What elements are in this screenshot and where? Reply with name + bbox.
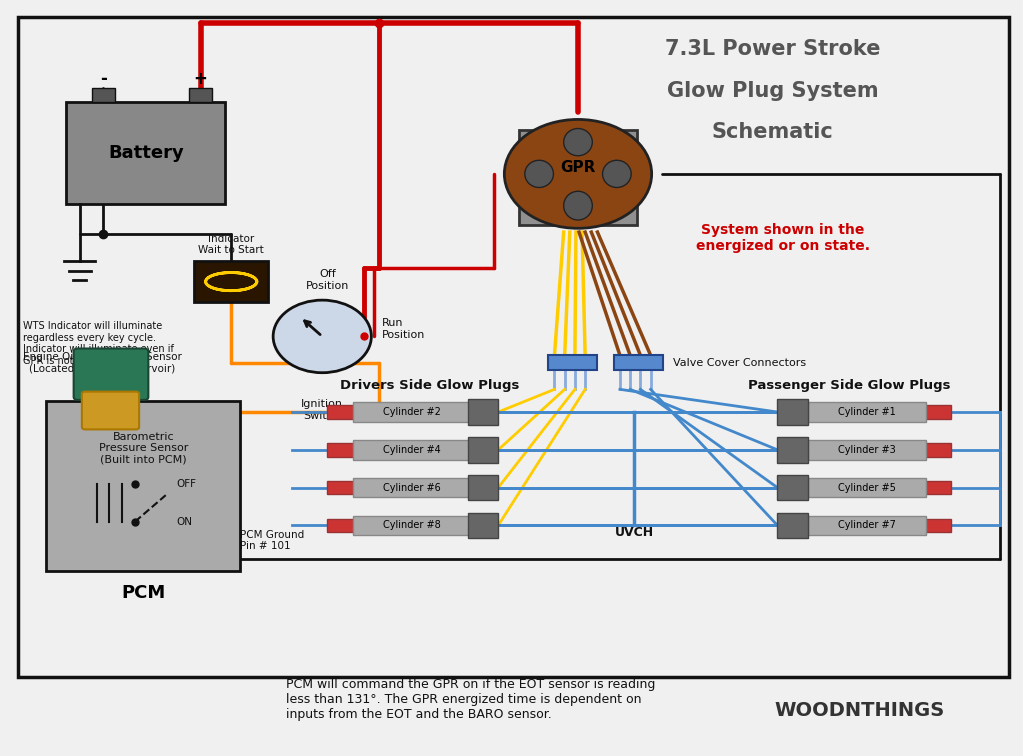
Text: WTS Indicator will illuminate
regardless every key cycle.
Indicator will illumin: WTS Indicator will illuminate regardless… (23, 321, 173, 366)
Bar (353, 402, 471, 422)
Text: Cylinder #2: Cylinder #2 (384, 407, 441, 417)
Ellipse shape (564, 191, 592, 220)
Text: Glow Plug System: Glow Plug System (667, 81, 878, 101)
Bar (353, 478, 471, 497)
Text: Engine Oil Temp. (EOT) Sensor
(Located in HPOP Reservoir): Engine Oil Temp. (EOT) Sensor (Located i… (23, 352, 181, 373)
Bar (66, 102, 225, 204)
Text: GPR: GPR (561, 160, 595, 175)
Text: 7.3L Power Stroke: 7.3L Power Stroke (665, 39, 880, 59)
Text: -: - (100, 70, 106, 88)
Text: Valve Cover Connectors: Valve Cover Connectors (673, 358, 806, 368)
Bar (921, 443, 951, 457)
Text: Schematic: Schematic (711, 122, 834, 142)
Text: PCM Ground
Pin # 101: PCM Ground Pin # 101 (240, 530, 305, 551)
Bar (921, 519, 951, 532)
Text: Cylinder #3: Cylinder #3 (838, 445, 895, 455)
Bar (353, 440, 471, 460)
Bar (468, 399, 498, 425)
Bar (468, 437, 498, 463)
Bar (327, 405, 358, 419)
FancyBboxPatch shape (74, 349, 148, 400)
Circle shape (504, 119, 652, 228)
Text: PCM: PCM (121, 584, 166, 603)
Text: Cylinder #1: Cylinder #1 (838, 407, 895, 417)
Text: Cylinder #8: Cylinder #8 (384, 520, 441, 531)
Text: Wait to Start: Wait to Start (198, 245, 264, 255)
Bar (777, 475, 808, 500)
Text: Cylinder #6: Cylinder #6 (384, 482, 441, 493)
Text: Cylinder #7: Cylinder #7 (838, 520, 895, 531)
Bar (194, 261, 268, 302)
Text: Cylinder #5: Cylinder #5 (838, 482, 895, 493)
Text: Off
Position: Off Position (306, 269, 349, 291)
Text: Cylinder #4: Cylinder #4 (384, 445, 441, 455)
Bar (468, 513, 498, 538)
Bar (46, 401, 240, 571)
Bar (808, 402, 926, 422)
Text: OFF: OFF (176, 479, 196, 489)
Text: Passenger Side Glow Plugs: Passenger Side Glow Plugs (748, 379, 950, 392)
Ellipse shape (564, 129, 592, 156)
Bar (189, 88, 212, 102)
Bar (468, 475, 498, 500)
Bar (614, 355, 663, 370)
Bar (353, 516, 471, 535)
Bar (327, 519, 358, 532)
Bar (327, 481, 358, 494)
Text: Barometric
Pressure Sensor
(Built into PCM): Barometric Pressure Sensor (Built into P… (98, 432, 188, 465)
Text: Drivers Side Glow Plugs: Drivers Side Glow Plugs (340, 379, 520, 392)
Bar (777, 437, 808, 463)
Bar (808, 478, 926, 497)
Bar (92, 88, 115, 102)
Circle shape (273, 300, 371, 373)
Ellipse shape (525, 160, 553, 187)
Text: WOODNTHINGS: WOODNTHINGS (774, 701, 944, 720)
Text: ON: ON (176, 516, 192, 527)
Bar (777, 399, 808, 425)
Text: +: + (193, 70, 208, 88)
Bar (327, 443, 358, 457)
Text: Indicator: Indicator (208, 234, 255, 244)
Bar (808, 516, 926, 535)
Bar (777, 513, 808, 538)
Text: Run
Position: Run Position (382, 318, 425, 339)
Bar (18, 17, 1009, 677)
Bar (808, 440, 926, 460)
Bar (921, 481, 951, 494)
Text: Battery: Battery (107, 144, 184, 162)
Ellipse shape (603, 160, 631, 187)
Bar (548, 355, 597, 370)
Text: Ignition
Switch: Ignition Switch (301, 399, 344, 421)
Bar (921, 405, 951, 419)
Text: PCM will command the GPR on if the EOT sensor is reading
less than 131°. The GPR: PCM will command the GPR on if the EOT s… (286, 678, 656, 720)
Text: UVCH: UVCH (615, 526, 654, 540)
Text: System shown in the
energized or on state.: System shown in the energized or on stat… (696, 223, 870, 253)
Bar (519, 130, 636, 225)
FancyBboxPatch shape (82, 392, 139, 429)
